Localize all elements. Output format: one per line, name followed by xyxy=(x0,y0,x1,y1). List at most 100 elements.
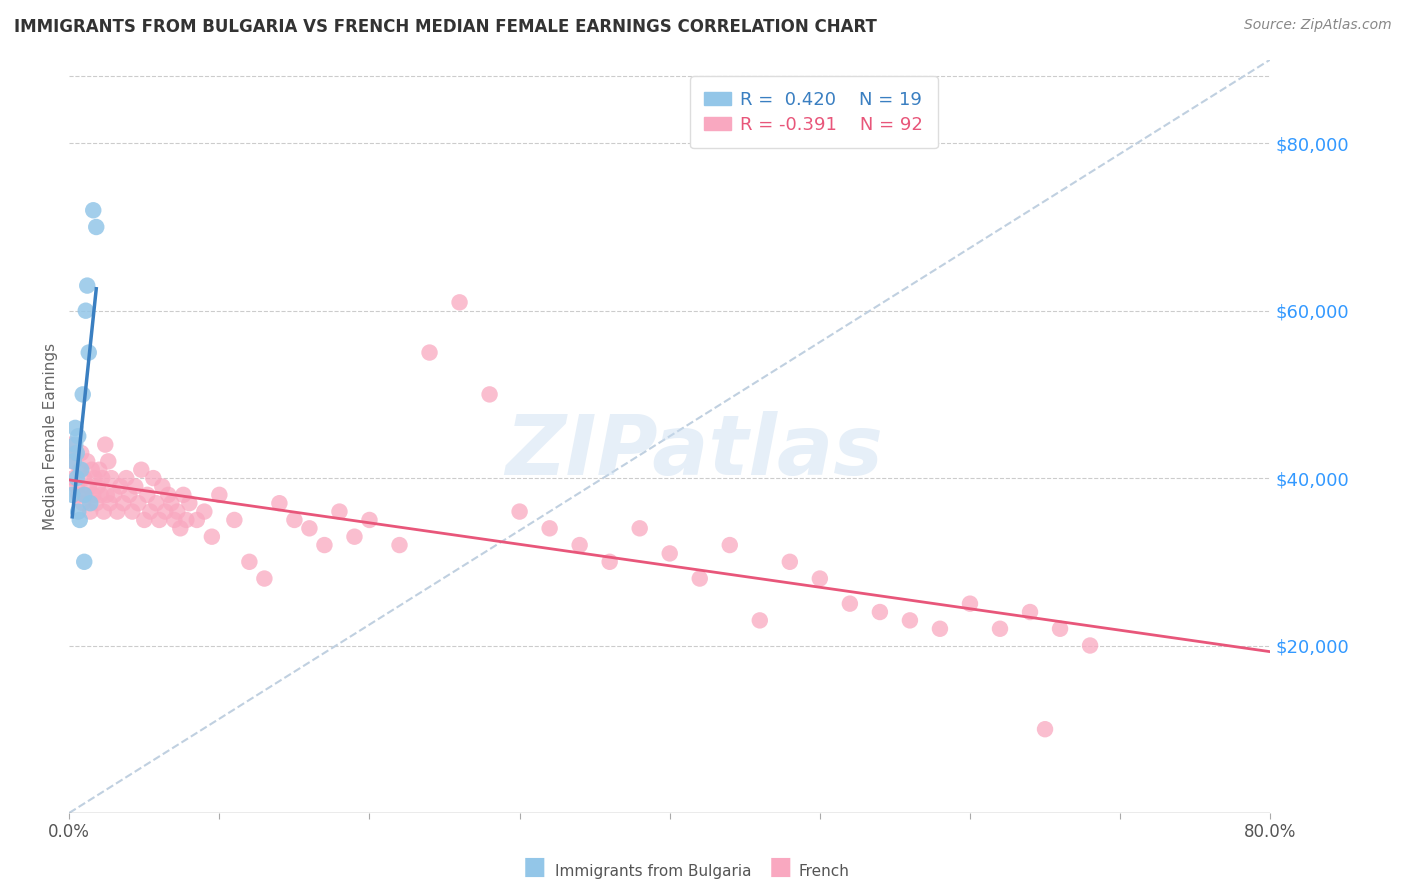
Point xyxy=(1049,622,1071,636)
Y-axis label: Median Female Earnings: Median Female Earnings xyxy=(44,343,58,530)
Point xyxy=(115,471,138,485)
Point xyxy=(127,496,149,510)
Point xyxy=(65,437,87,451)
Point xyxy=(157,488,180,502)
Point xyxy=(73,488,96,502)
Point xyxy=(124,479,146,493)
Point xyxy=(72,387,94,401)
Point xyxy=(689,572,711,586)
Point xyxy=(748,614,770,628)
Point xyxy=(176,513,198,527)
Point xyxy=(568,538,591,552)
Point xyxy=(73,555,96,569)
Point xyxy=(100,471,122,485)
Point xyxy=(169,521,191,535)
Point xyxy=(186,513,208,527)
Point xyxy=(343,530,366,544)
Point xyxy=(67,429,90,443)
Point xyxy=(929,622,952,636)
Point xyxy=(959,597,981,611)
Point xyxy=(91,471,114,485)
Point xyxy=(129,463,152,477)
Point xyxy=(69,513,91,527)
Point xyxy=(628,521,651,535)
Point xyxy=(388,538,411,552)
Point xyxy=(208,488,231,502)
Text: IMMIGRANTS FROM BULGARIA VS FRENCH MEDIAN FEMALE EARNINGS CORRELATION CHART: IMMIGRANTS FROM BULGARIA VS FRENCH MEDIA… xyxy=(14,18,877,36)
Text: ZIPatlas: ZIPatlas xyxy=(505,411,883,491)
Point xyxy=(298,521,321,535)
Point xyxy=(808,572,831,586)
Legend: R =  0.420    N = 19, R = -0.391    N = 92: R = 0.420 N = 19, R = -0.391 N = 92 xyxy=(690,76,938,148)
Point xyxy=(65,446,87,460)
Point xyxy=(62,471,84,485)
Point xyxy=(75,303,97,318)
Point xyxy=(66,471,89,485)
Point xyxy=(160,496,183,510)
Point xyxy=(145,496,167,510)
Point xyxy=(79,505,101,519)
Point xyxy=(121,505,143,519)
Point xyxy=(87,479,110,493)
Text: ■: ■ xyxy=(769,855,792,879)
Point xyxy=(76,278,98,293)
Point xyxy=(898,614,921,628)
Point xyxy=(509,505,531,519)
Point xyxy=(238,555,260,569)
Point xyxy=(658,546,681,560)
Point xyxy=(112,496,135,510)
Point xyxy=(98,496,121,510)
Point xyxy=(82,488,104,502)
Point xyxy=(66,479,89,493)
Point xyxy=(179,496,201,510)
Point xyxy=(80,463,103,477)
Point xyxy=(90,488,112,502)
Point xyxy=(328,505,350,519)
Point xyxy=(65,421,87,435)
Point xyxy=(283,513,305,527)
Point xyxy=(93,505,115,519)
Point xyxy=(69,463,91,477)
Point xyxy=(76,454,98,468)
Text: Immigrants from Bulgaria: Immigrants from Bulgaria xyxy=(555,863,752,879)
Point xyxy=(89,463,111,477)
Point xyxy=(253,572,276,586)
Text: ■: ■ xyxy=(523,855,546,879)
Point xyxy=(838,597,860,611)
Point xyxy=(77,479,100,493)
Point xyxy=(62,454,84,468)
Point xyxy=(1078,639,1101,653)
Point xyxy=(172,488,194,502)
Point xyxy=(779,555,801,569)
Point xyxy=(118,488,141,502)
Point xyxy=(84,219,107,234)
Point xyxy=(77,345,100,359)
Point xyxy=(139,505,162,519)
Point xyxy=(66,446,89,460)
Point xyxy=(82,203,104,218)
Point xyxy=(869,605,891,619)
Point xyxy=(79,496,101,510)
Point xyxy=(75,488,97,502)
Point xyxy=(193,505,215,519)
Point xyxy=(166,505,188,519)
Point xyxy=(103,488,125,502)
Point xyxy=(134,513,156,527)
Point xyxy=(70,446,93,460)
Point xyxy=(73,471,96,485)
Point xyxy=(72,496,94,510)
Point xyxy=(988,622,1011,636)
Point xyxy=(97,454,120,468)
Point xyxy=(148,513,170,527)
Point xyxy=(94,437,117,451)
Text: Source: ZipAtlas.com: Source: ZipAtlas.com xyxy=(1244,18,1392,32)
Point xyxy=(67,488,90,502)
Point xyxy=(1019,605,1042,619)
Point xyxy=(163,513,186,527)
Text: French: French xyxy=(799,863,849,879)
Point xyxy=(105,505,128,519)
Point xyxy=(1033,722,1056,736)
Point xyxy=(449,295,471,310)
Point xyxy=(538,521,561,535)
Point xyxy=(269,496,291,510)
